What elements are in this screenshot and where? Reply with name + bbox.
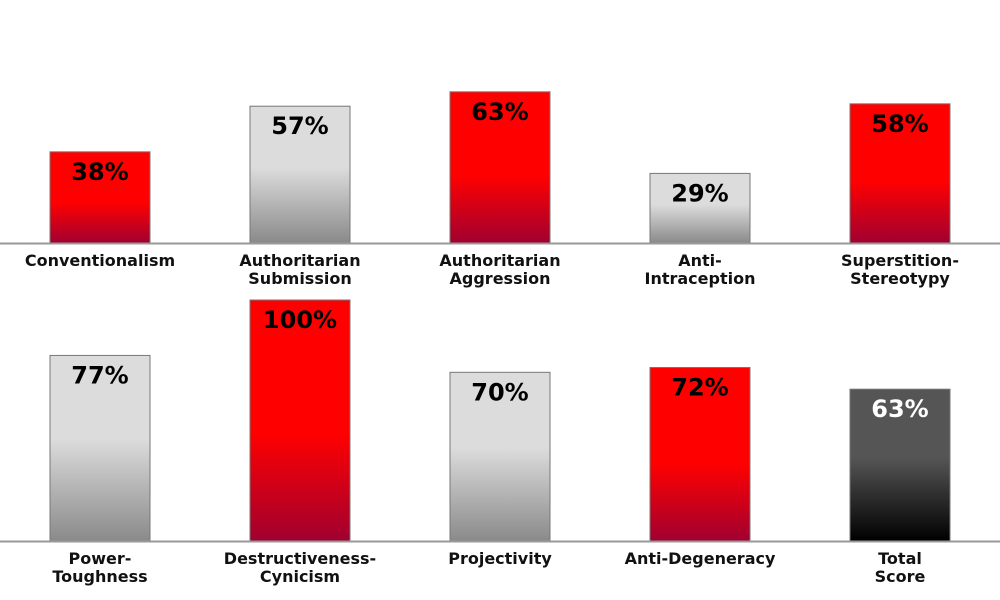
category-label-line: Score: [875, 567, 926, 586]
bar: [849, 103, 951, 244]
value-label: 63%: [471, 98, 528, 126]
category-label-line: Authoritarian: [239, 251, 360, 270]
category-label: Superstition-Stereotypy: [841, 251, 959, 288]
category-label-line: Anti-Degeneracy: [625, 549, 776, 568]
bar: [49, 151, 151, 244]
category-label: Total Score: [875, 549, 926, 586]
category-label-line: Power-: [69, 549, 132, 568]
category-label-line: Superstition-: [841, 251, 959, 270]
bar: [449, 91, 551, 244]
category-label-line: Cynicism: [260, 567, 340, 586]
bar: [249, 299, 351, 542]
category-label-line: Total: [878, 549, 922, 568]
category-label-line: Toughness: [52, 567, 147, 586]
category-label: Anti-Intraception: [645, 251, 756, 288]
value-label: 77%: [71, 361, 128, 389]
category-label: Destructiveness-Cynicism: [224, 549, 376, 586]
bar: [849, 388, 951, 542]
bar: [649, 172, 751, 244]
category-label-line: Intraception: [645, 269, 756, 288]
bar: [49, 354, 151, 542]
value-label: 72%: [671, 373, 728, 401]
category-label-line: Submission: [248, 269, 351, 288]
value-label: 29%: [671, 179, 728, 207]
category-label: Conventionalism: [25, 251, 175, 270]
value-label: 38%: [71, 158, 128, 186]
category-label: Authoritarian Submission: [239, 251, 360, 288]
value-label: 58%: [871, 110, 928, 138]
category-label-line: Projectivity: [448, 549, 552, 568]
bar: [649, 366, 751, 542]
category-label-line: Anti-: [678, 251, 722, 270]
category-label: Authoritarian Aggression: [439, 251, 560, 288]
chart-panel-2: 77% Power-Toughness 100% Destructiveness-Cy…: [0, 299, 1000, 586]
category-label-line: Aggression: [450, 269, 551, 288]
value-label: 63%: [871, 395, 928, 423]
category-label-line: Authoritarian: [439, 251, 560, 270]
bar: [449, 371, 551, 542]
category-label-line: Conventionalism: [25, 251, 175, 270]
value-label: 100%: [263, 306, 337, 334]
category-label-line: Stereotypy: [850, 269, 950, 288]
category-label: Projectivity: [448, 549, 552, 568]
value-label: 70%: [471, 378, 528, 406]
category-label: Anti-Degeneracy: [625, 549, 776, 568]
value-label: 57%: [271, 112, 328, 140]
bar: [249, 105, 351, 244]
category-label-line: Destructiveness-: [224, 549, 376, 568]
category-label: Power-Toughness: [52, 549, 147, 586]
